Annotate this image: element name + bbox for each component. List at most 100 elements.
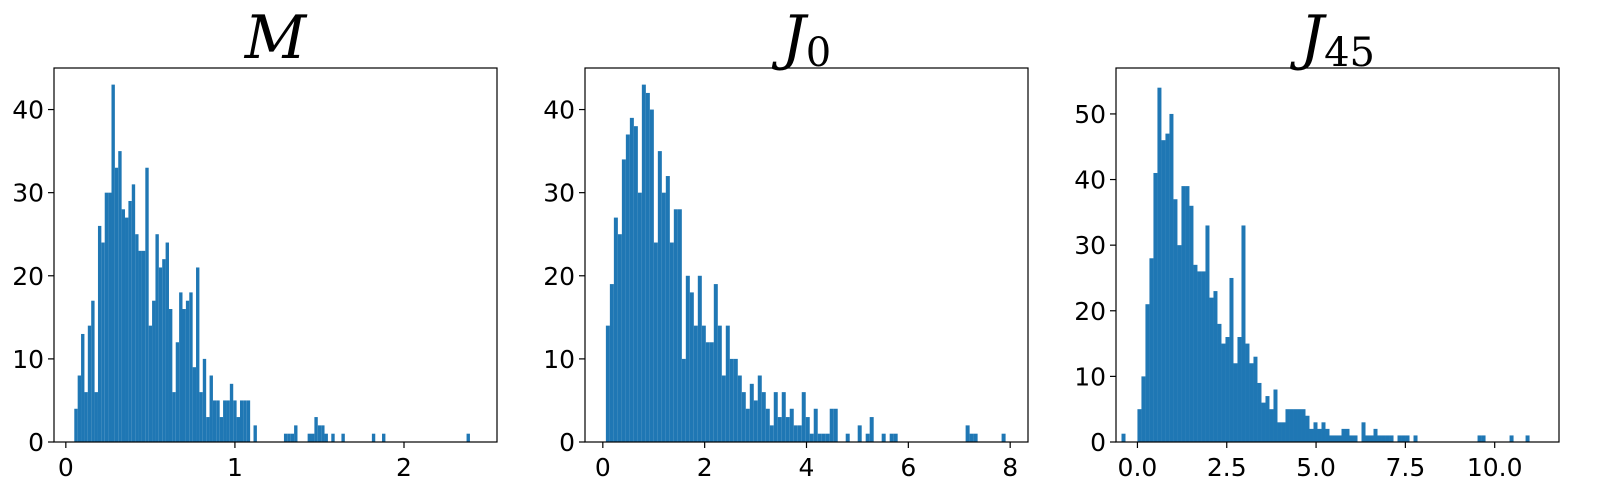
histogram-bar (825, 433, 830, 442)
histogram-bar (749, 383, 754, 442)
histogram-bar (645, 92, 650, 443)
histogram-bar (657, 151, 662, 443)
chart-title-main: M (244, 3, 308, 73)
histogram-bar (641, 84, 646, 443)
histogram-bar (809, 433, 814, 442)
histogram-bar (1313, 422, 1318, 442)
histogram-bar (1153, 172, 1158, 443)
histogram-bar (1145, 304, 1150, 442)
histogram-bar (111, 84, 115, 443)
x-tick-label: 7.5 (1385, 453, 1425, 482)
histogram-bar (613, 217, 618, 442)
histogram-bar (1365, 435, 1370, 442)
histogram-bar (1137, 409, 1142, 442)
histogram-bar (801, 392, 806, 442)
histogram-bar (209, 375, 213, 442)
histogram-bar (233, 400, 237, 442)
histogram-bar (1373, 428, 1378, 442)
histogram-bar (789, 408, 794, 442)
histogram-bar (665, 176, 670, 443)
histogram-bar (625, 134, 630, 443)
histogram-bar (621, 159, 626, 443)
histogram-bar (118, 151, 122, 443)
y-tick-label: 0 (28, 428, 44, 457)
histogram-bar (1165, 133, 1170, 443)
histogram-bar (155, 234, 159, 442)
histogram-bar (1225, 337, 1230, 442)
histogram-bar (821, 433, 826, 442)
y-tick-label: 10 (12, 345, 44, 374)
histogram-bar (1349, 435, 1354, 442)
histogram-bar (1297, 409, 1302, 442)
histogram-bar (1397, 435, 1402, 442)
bars (1137, 87, 1530, 443)
histogram-bar (1181, 186, 1186, 442)
histogram-bar (1341, 428, 1346, 442)
histogram-bar (753, 400, 758, 442)
bars (74, 84, 470, 443)
histogram-bar (973, 433, 978, 442)
x-tick-label: 4 (799, 453, 815, 482)
histogram-bar (1337, 435, 1342, 442)
histogram-bar (1481, 435, 1486, 442)
histogram-bar (1205, 225, 1210, 442)
histogram-bar (158, 267, 163, 442)
histogram-bar (1173, 199, 1178, 442)
histogram-bar (172, 392, 176, 442)
x-tick-label: 2 (396, 453, 412, 482)
histogram-bar (1193, 264, 1198, 442)
histogram-bar (781, 392, 786, 442)
y-tick-label: 50 (1074, 100, 1106, 129)
histogram-bar (128, 200, 132, 442)
histogram-bar (685, 275, 690, 442)
histogram-bar (673, 209, 678, 442)
histogram-bar (212, 400, 217, 442)
histogram-bar (74, 408, 78, 442)
histogram-bar (1509, 435, 1514, 442)
histogram-bar (661, 192, 666, 442)
chart-title-subscript: 0 (806, 30, 831, 76)
histogram-bar (199, 392, 203, 442)
x-tick-label: 8 (1002, 453, 1018, 482)
histogram-bar (152, 300, 156, 442)
histogram-bar (104, 192, 109, 442)
histogram-bar (239, 400, 244, 442)
histogram-bar (733, 358, 738, 442)
histogram-bar (617, 234, 622, 442)
histogram-bar (1209, 297, 1214, 442)
histogram-bar (1325, 428, 1330, 442)
histogram-bar (97, 225, 102, 442)
histogram-bar (605, 325, 610, 442)
histogram-bar (717, 325, 722, 442)
histogram-bar (145, 167, 149, 443)
histogram-bar (219, 417, 224, 442)
histogram-bar (87, 325, 92, 442)
histogram-bar (1277, 422, 1282, 442)
histogram-bar (893, 433, 898, 442)
histogram-bar (965, 425, 970, 442)
chart-title: M (244, 3, 308, 73)
histogram-bar (765, 408, 770, 442)
histogram-bar (1301, 409, 1306, 442)
histogram-bar (94, 392, 98, 442)
histogram-bar (633, 126, 638, 443)
histogram-bar (709, 342, 714, 442)
histogram-bar (649, 109, 654, 442)
histogram-bar (1201, 271, 1206, 442)
histogram-bar (609, 284, 614, 442)
histogram-bar (1157, 87, 1162, 443)
histogram-bar (857, 425, 862, 442)
histogram-bar (141, 250, 146, 442)
histogram-bar (1353, 435, 1358, 442)
histogram-bar (1169, 113, 1174, 443)
histogram-bar (1389, 435, 1394, 442)
histogram-bar (1293, 409, 1298, 442)
histogram-bar (677, 209, 682, 442)
histogram-bar (182, 309, 186, 442)
histogram-bar (629, 117, 634, 443)
histogram-bar (236, 417, 240, 442)
y-tick-label: 20 (1074, 297, 1106, 326)
histogram-bar (135, 234, 139, 442)
y-tick-label: 30 (12, 179, 44, 208)
